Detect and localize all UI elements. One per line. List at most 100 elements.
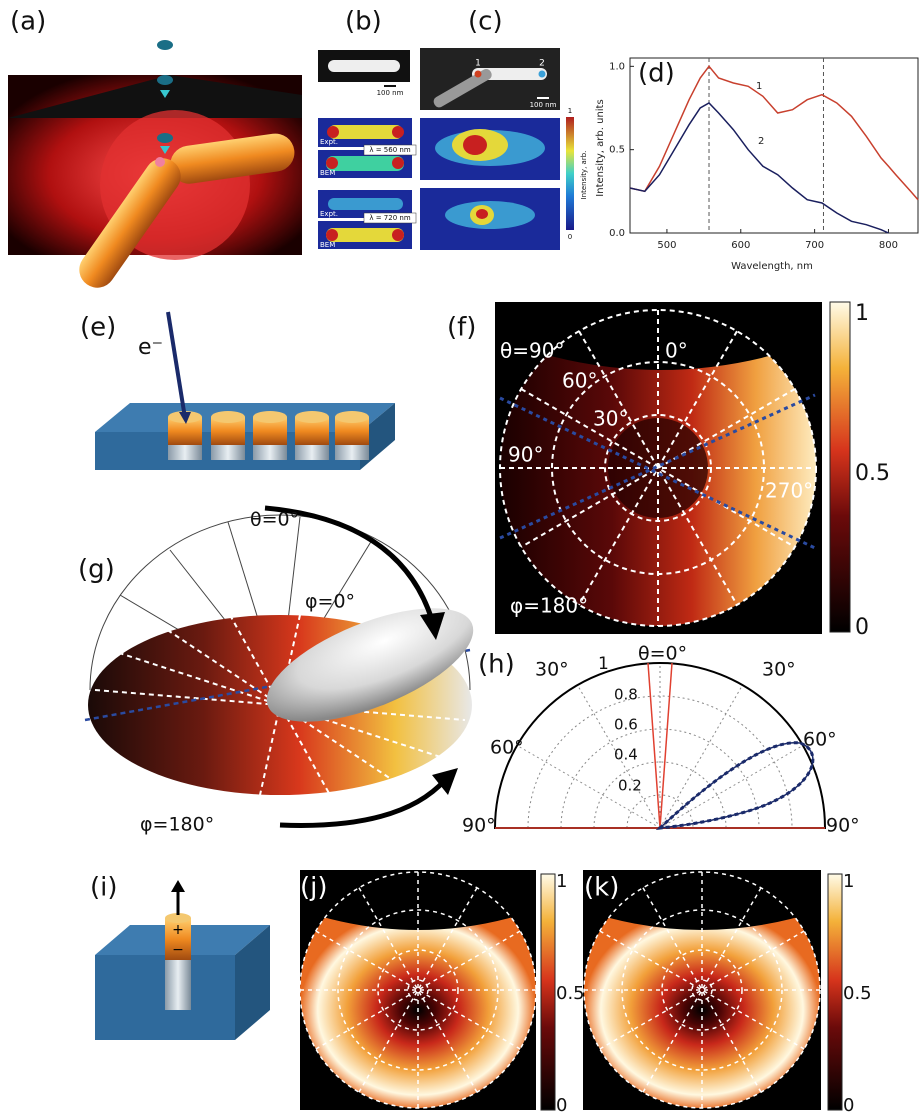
radius-label: 0.4 [614, 746, 638, 764]
colorbar [827, 873, 843, 1111]
chart: 0.0 0.5 1.0 500 600 700 800 [609, 57, 919, 251]
plot-frame [629, 57, 919, 234]
map-c [420, 118, 560, 250]
colorbar-label: 1 [568, 107, 572, 115]
y-tick-label: 1.0 [609, 61, 625, 72]
y-axis-title: Intensity, arb. units [595, 99, 606, 196]
illustration-e [95, 311, 395, 470]
panel-label: (a) [10, 7, 46, 37]
curve-label: 1 [756, 81, 762, 92]
angle-label: θ=0° [638, 643, 687, 665]
curve-label: 2 [758, 136, 764, 147]
y-tick-label: 0.0 [609, 228, 625, 239]
angle-label: 0° [665, 339, 688, 363]
grid-circle [661, 949, 743, 1031]
map-label: BEM [320, 241, 335, 249]
angle-label: θ=90° [500, 339, 564, 363]
grid-spoke [659, 684, 743, 829]
grid-circle [560, 728, 760, 829]
grid-circle [626, 794, 694, 829]
panel-label: (j) [300, 873, 328, 903]
colorbar-label: 1 [556, 871, 567, 892]
angle-label: 90° [462, 815, 496, 837]
series-line [629, 102, 889, 234]
illustration-g [84, 505, 474, 828]
colorbar-label: 0 [855, 615, 869, 640]
reference-line [659, 662, 673, 829]
radius-label: 1 [598, 654, 609, 674]
angle-label: 60° [490, 737, 524, 759]
polar-grid [583, 871, 821, 1109]
panel-label: (h) [478, 650, 515, 680]
wavelength-label: λ = 720 nm [369, 214, 410, 222]
radius-label: 0.2 [618, 777, 642, 795]
charge-label: − [172, 942, 184, 958]
colorbar [540, 873, 556, 1111]
angle-label: 270° [765, 479, 813, 503]
angle-label: θ=0° [250, 509, 299, 531]
label-box [363, 212, 417, 224]
colorbar-title: Intensity, arb. [580, 151, 588, 200]
angle-label: φ=180° [510, 594, 588, 618]
colorbar-label: 1 [855, 301, 869, 326]
x-tick-label: 700 [805, 240, 824, 251]
grid-circle [527, 695, 793, 829]
cylinder-top [295, 411, 329, 423]
scale-label: 100 nm [377, 89, 404, 97]
angle-label: 30° [535, 659, 569, 681]
panel-label: (i) [90, 873, 118, 903]
grid-spoke [520, 388, 796, 548]
scale-label: 100 nm [530, 101, 557, 109]
point-label: 1 [475, 59, 481, 69]
x-tick-label: 800 [879, 240, 898, 251]
rod-image [433, 69, 492, 108]
panel-label: (g) [78, 555, 115, 585]
angle-label: 30° [762, 659, 796, 681]
x-tick-label: 500 [657, 240, 676, 251]
colorbar [566, 117, 574, 230]
angle-label: 30° [593, 407, 628, 431]
emission-lobe [657, 742, 814, 829]
point-marker [538, 70, 546, 78]
polar-grid [499, 309, 817, 627]
series-line [629, 65, 919, 201]
colorbar-label: 0 [843, 1095, 854, 1116]
x-tick-label: 600 [731, 240, 750, 251]
cylinder-top [253, 411, 287, 423]
grid-circle [337, 909, 499, 1071]
colorbar-label: 0.5 [855, 461, 890, 486]
polar-frame [493, 662, 827, 829]
colorbar-label: 0.5 [843, 983, 872, 1004]
guide-line [499, 396, 816, 550]
angle-label: φ=180° [140, 814, 214, 836]
grid-circle [377, 949, 459, 1031]
map-label: BEM [320, 169, 335, 177]
map-label: Expt. [320, 138, 338, 146]
angle-label: 60° [562, 369, 597, 393]
angle-label: 90° [508, 443, 543, 467]
illustration-a [8, 40, 302, 288]
colorbar-label: 0 [568, 233, 572, 241]
illustration-i [95, 880, 270, 1040]
colorbar-label: 0.5 [556, 983, 585, 1004]
cylinder-top [335, 411, 369, 423]
colorbar [829, 301, 851, 633]
colorbar-label: 0 [556, 1095, 567, 1116]
x-axis-title: Wavelength, nm [731, 261, 813, 272]
panel-label: (d) [638, 59, 675, 89]
panel-label: (k) [584, 873, 619, 903]
panel-label: (e) [80, 313, 116, 343]
cylinder-top [211, 411, 245, 423]
charge-label: + [172, 922, 184, 938]
label-box [363, 144, 417, 156]
y-tick-label: 0.5 [609, 145, 625, 156]
radius-label: 0.6 [614, 716, 638, 734]
point-marker [474, 70, 482, 78]
panel-label: (f) [447, 313, 476, 343]
wavelength-label: λ = 560 nm [369, 146, 410, 154]
point-label: 2 [539, 59, 545, 69]
panel-label: (b) [345, 7, 382, 37]
reference-line [647, 662, 661, 829]
angle-label: 90° [826, 815, 860, 837]
